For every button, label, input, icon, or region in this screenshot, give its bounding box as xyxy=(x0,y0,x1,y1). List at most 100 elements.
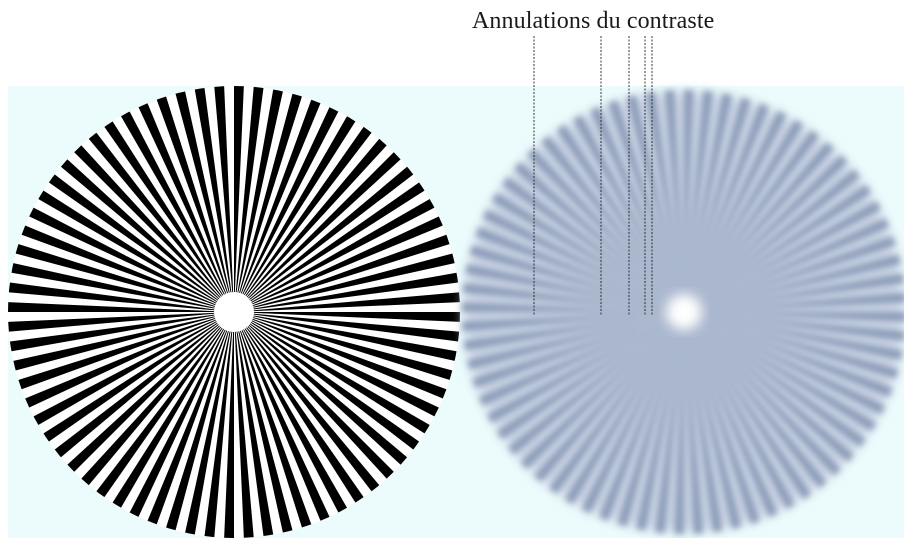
sharp-star-spoke xyxy=(234,312,451,401)
sharp-star-spoke xyxy=(40,312,234,444)
sharp-star-spoke xyxy=(234,252,459,312)
blurred-star-spoke xyxy=(599,312,684,521)
blurred-star-spoke xyxy=(684,273,904,312)
blurred-star-spoke xyxy=(520,312,684,469)
sharp-star-spoke xyxy=(8,312,234,352)
blurred-star-spoke xyxy=(513,162,684,312)
blurred-star-spoke xyxy=(541,135,684,312)
blurred-star-spoke xyxy=(684,312,812,500)
blurred-star-spoke xyxy=(684,312,841,476)
blurred-star-spoke xyxy=(674,312,684,534)
sharp-star-spoke xyxy=(234,312,397,482)
blurred-star-spoke xyxy=(472,312,684,388)
sharp-star-spoke xyxy=(9,312,235,372)
sharp-star-spoke xyxy=(136,99,234,312)
sharp-star-spoke xyxy=(164,312,234,535)
blurred-star-spoke xyxy=(467,312,684,370)
blurred-star-spoke xyxy=(684,130,820,312)
blurred-star-spoke xyxy=(684,312,760,524)
sharp-star-spoke xyxy=(234,312,443,419)
blurred-star-spoke xyxy=(684,184,872,312)
sharp-star-spoke xyxy=(234,149,404,312)
blurred-star-spoke xyxy=(655,312,684,534)
blurred-star-spoke xyxy=(684,90,713,312)
blurred-star-spoke xyxy=(684,312,704,534)
blurred-star-spoke xyxy=(684,119,804,313)
blurred-star-spoke xyxy=(564,312,684,505)
blurred-star-center-hole xyxy=(666,294,702,330)
sharp-star-spoke xyxy=(234,180,428,312)
sharp-star-spoke xyxy=(110,312,234,512)
sharp-star-spoke xyxy=(11,242,235,312)
sharp-star-spoke xyxy=(102,118,234,313)
sharp-star-spoke xyxy=(234,89,304,312)
blurred-star-spoke xyxy=(684,312,893,397)
blurred-star-spoke xyxy=(664,90,684,313)
sharp-star-spoke xyxy=(234,312,366,506)
blurred-star-spoke xyxy=(684,141,834,312)
blurred-star-spoke xyxy=(684,218,890,312)
blurred-star-spoke xyxy=(487,312,684,423)
sharp-star-spoke xyxy=(194,86,234,312)
blurred-star-spoke xyxy=(502,176,684,312)
sharp-star-spoke xyxy=(29,312,234,427)
blurred-star-spoke xyxy=(684,312,855,462)
sharp-star-spoke xyxy=(234,312,382,495)
sharp-star-spoke xyxy=(234,312,349,517)
blurred-star-spoke xyxy=(608,100,684,313)
sharp-star-spoke xyxy=(34,188,235,312)
sharp-star-spoke xyxy=(8,312,234,333)
contrast-reversal-leader-lines xyxy=(533,36,653,316)
blurred-star-spoke xyxy=(684,312,778,518)
annotation-label: Annulations du contraste xyxy=(472,8,715,34)
blurred-star-spoke xyxy=(684,312,886,415)
sharp-star-spoke xyxy=(234,95,323,313)
blurred-star-spoke xyxy=(684,97,751,312)
sharp-star-spoke xyxy=(234,312,313,532)
sharp-star-spoke xyxy=(234,312,274,538)
blurred-star-spoke xyxy=(684,312,827,489)
blurred-star-spoke xyxy=(462,312,684,332)
blurred-star-spoke xyxy=(684,103,769,312)
sharp-star-spoke xyxy=(25,205,234,312)
sharp-star-spoke xyxy=(234,86,265,312)
blurred-star-spoke xyxy=(684,312,795,509)
sharp-star-spoke xyxy=(234,312,460,323)
sharp-star-spoke xyxy=(184,312,234,538)
sharp-star-center-hole xyxy=(214,292,254,332)
sharp-star-spoke xyxy=(234,291,460,312)
sharp-star-spoke xyxy=(86,129,234,312)
sharp-star-spoke xyxy=(57,156,235,312)
blurred-star-spoke xyxy=(684,312,903,361)
sharp-star-spoke xyxy=(234,312,332,525)
sharp-star-spoke xyxy=(234,103,341,312)
sharp-star-spoke xyxy=(14,312,235,391)
sharp-star-spoke xyxy=(174,87,234,312)
blurred-star-spoke xyxy=(507,312,684,455)
sharp-star-spoke xyxy=(21,312,235,410)
sharp-star-spoke xyxy=(17,223,235,312)
sharp-star-spoke xyxy=(234,233,454,312)
blurred-star-spoke xyxy=(684,292,904,312)
sharp-star-spoke xyxy=(234,86,284,312)
blurred-star-spoke xyxy=(645,91,684,313)
sharp-star-spoke xyxy=(234,312,457,382)
sharp-star-spoke xyxy=(234,135,390,312)
sharp-siemens-star xyxy=(8,86,460,538)
blurred-star-spoke xyxy=(469,245,684,312)
blurred-star-spoke xyxy=(684,169,861,312)
blurred-star-spoke xyxy=(684,201,881,312)
blurred-star-spoke xyxy=(482,209,684,312)
blurred-star-spoke xyxy=(573,115,684,312)
blurred-star-spoke xyxy=(684,236,896,312)
blurred-star-spoke xyxy=(684,312,877,432)
sharp-star-spoke xyxy=(234,86,245,312)
sharp-star-spoke xyxy=(234,312,411,468)
blurred-star-spoke xyxy=(684,312,904,322)
sharp-star-spoke xyxy=(234,312,255,538)
blurred-star-spoke xyxy=(617,312,684,527)
blurred-star-spoke xyxy=(478,312,684,406)
sharp-star-spoke xyxy=(234,312,423,453)
sharp-star-spoke xyxy=(234,312,294,537)
